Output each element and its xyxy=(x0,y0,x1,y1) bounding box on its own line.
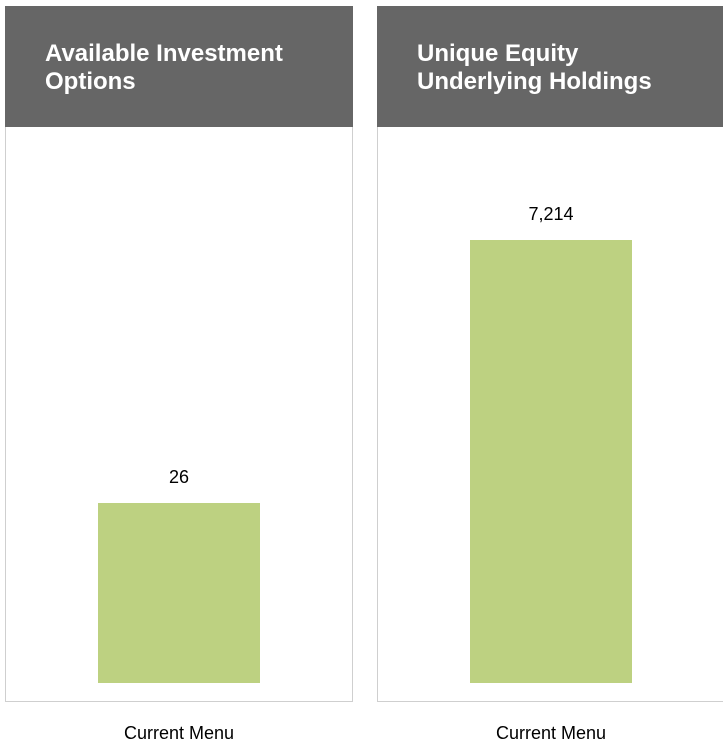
x-tick-label: Current Menu xyxy=(495,723,607,743)
data-label: 7,214 xyxy=(528,203,574,224)
panel-header: Available Investment Options xyxy=(5,6,353,127)
chart-title: Available Investment Options xyxy=(45,40,283,95)
bar xyxy=(470,239,632,683)
data-label: 26 xyxy=(168,467,190,488)
x-tick-label: Current Menu xyxy=(123,723,235,743)
panel-header: Unique Equity Underlying Holdings xyxy=(377,6,723,127)
bar xyxy=(98,503,260,683)
chart-title: Unique Equity Underlying Holdings xyxy=(417,40,652,95)
